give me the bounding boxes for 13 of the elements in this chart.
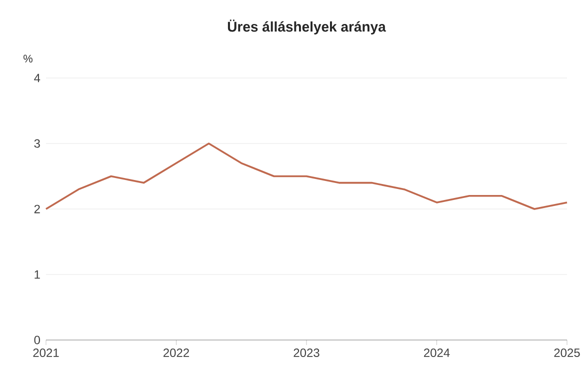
y-tick-label: 0	[34, 336, 40, 344]
x-tick-label: 2025	[554, 348, 580, 358]
x-tick-label: 2021	[33, 348, 59, 358]
y-tick-label: 1	[34, 270, 40, 279]
x-tick-label: 2024	[424, 348, 450, 358]
y-tick-label: 2	[34, 204, 40, 214]
y-tick-label: 4	[34, 74, 40, 82]
y-axis-title: %	[24, 54, 32, 62]
x-tick-label: 2022	[164, 348, 189, 358]
x-tick-label: 2023	[294, 348, 320, 358]
chart-title: Üres álláshelyek aránya	[228, 20, 386, 34]
line-series	[45, 142, 568, 210]
y-tick-label: 3	[34, 139, 40, 148]
